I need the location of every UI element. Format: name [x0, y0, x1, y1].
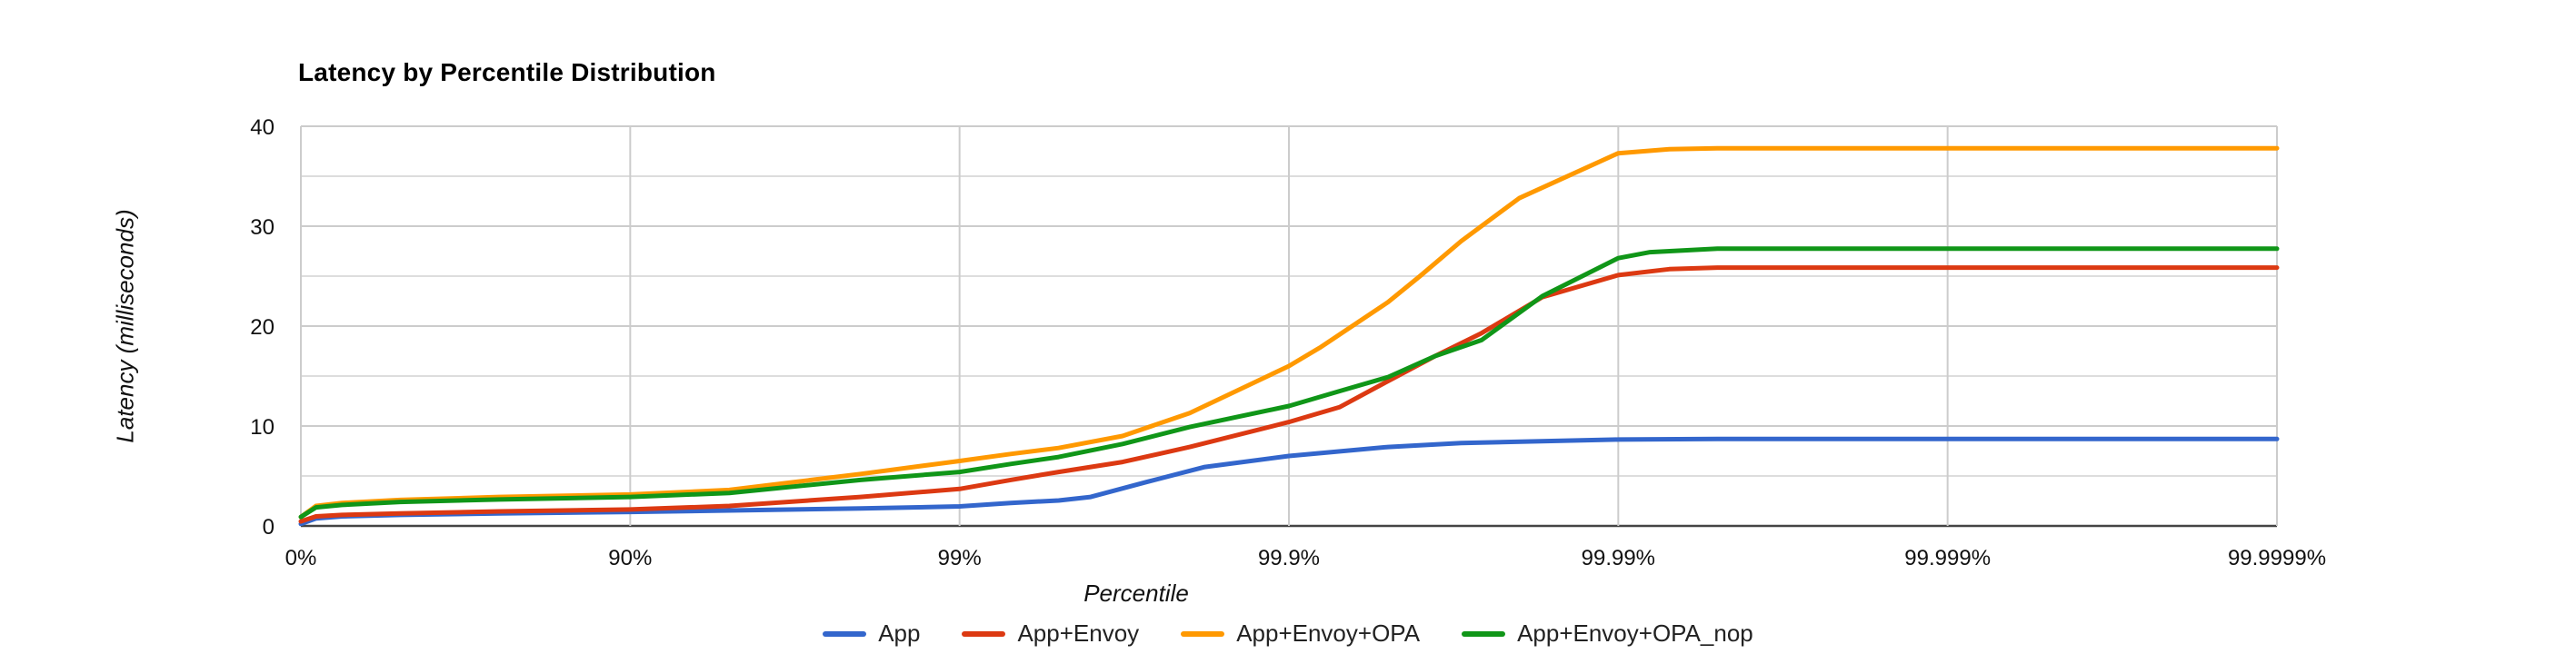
legend-label: App+Envoy+OPA_nop — [1517, 619, 1753, 647]
legend-swatch-App — [823, 630, 867, 637]
x-tick-label-99.9%: 99.9% — [1258, 546, 1320, 570]
y-tick-label-40: 40 — [250, 115, 275, 140]
legend-swatch-App+Envoy — [962, 630, 1006, 637]
x-tick-label-99.9999%: 99.9999% — [2228, 546, 2326, 570]
series-line-App+Envoy+OPA — [298, 145, 2280, 520]
chart-title: Latency by Percentile Distribution — [298, 58, 716, 86]
series-line-App+Envoy+OPA_nop — [298, 246, 2280, 520]
legend-label: App+Envoy+OPA — [1236, 619, 1421, 647]
legend-item-App+Envoy+OPA[interactable]: App+Envoy+OPA — [1181, 619, 1420, 648]
y-tick-label-20: 20 — [250, 315, 275, 340]
legend-item-App+Envoy[interactable]: App+Envoy — [962, 619, 1139, 648]
x-tick-label-99%: 99% — [938, 546, 982, 570]
legend-swatch-App+Envoy+OPA_nop — [1462, 630, 1506, 637]
x-axis-title: Percentile — [1083, 580, 1189, 607]
x-tick-label-0%: 0% — [285, 546, 317, 570]
legend-label: App+Envoy — [1017, 619, 1140, 647]
series-line-App+Envoy — [298, 265, 2280, 524]
legend-swatch-App+Envoy+OPA — [1181, 630, 1225, 637]
legend-label: App — [878, 619, 921, 647]
legend-item-App+Envoy+OPA_nop[interactable]: App+Envoy+OPA_nop — [1462, 619, 1753, 648]
y-tick-label-0: 0 — [263, 515, 275, 540]
x-tick-label-99.999%: 99.999% — [1904, 546, 1991, 570]
y-tick-label-10: 10 — [250, 415, 275, 440]
y-tick-label-30: 30 — [250, 215, 275, 240]
x-tick-label-90%: 90% — [608, 546, 652, 570]
legend: App App+Envoy App+Envoy+OPA App+Envoy+OPA_n… — [0, 619, 2576, 648]
legend-item-App[interactable]: App — [823, 619, 920, 648]
x-tick-label-99.99%: 99.99% — [1582, 546, 1655, 570]
